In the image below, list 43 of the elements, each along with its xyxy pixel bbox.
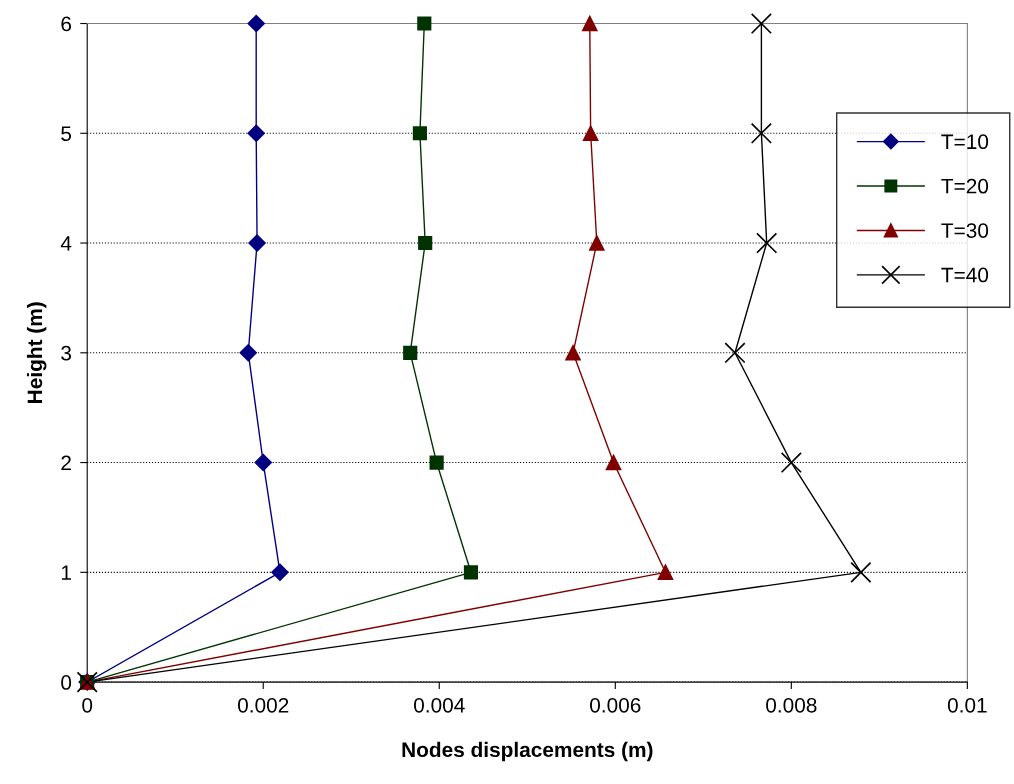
- point: [271, 563, 289, 582]
- y-tick-label: 6: [61, 16, 72, 32]
- x-tick-label: 0.004: [414, 697, 465, 713]
- point: [780, 452, 802, 474]
- point: [418, 235, 433, 251]
- point: [750, 122, 772, 144]
- point: [605, 454, 622, 471]
- legend-label: T=10: [941, 134, 989, 150]
- point: [403, 345, 418, 360]
- point: [247, 14, 265, 33]
- x-tick-label: 0.01: [947, 697, 987, 713]
- x-tick-label: 0.002: [237, 697, 289, 713]
- point: [412, 126, 427, 141]
- x-tick-label: 0: [82, 697, 93, 713]
- point: [248, 234, 266, 252]
- x-tick-label: 0.008: [766, 697, 817, 713]
- y-tick-label: 1: [61, 565, 71, 580]
- point: [589, 235, 605, 251]
- y-tick-label: 5: [61, 126, 72, 142]
- y-tick-label: 2: [61, 455, 71, 471]
- y-axis-title: Height (m): [26, 302, 47, 403]
- point: [239, 344, 257, 362]
- point: [657, 564, 674, 581]
- y-tick-label: 4: [60, 236, 72, 251]
- point: [429, 455, 444, 470]
- point: [850, 561, 872, 583]
- x-axis-title: Nodes displacements (m): [402, 741, 653, 762]
- point: [581, 15, 598, 32]
- legend-label: T=40: [941, 267, 989, 283]
- point: [463, 565, 479, 580]
- point: [756, 232, 778, 254]
- point: [724, 342, 746, 364]
- legend-label: T=30: [941, 223, 989, 238]
- x-tick-label: 0.006: [590, 697, 641, 713]
- y-tick-label: 0: [61, 675, 72, 690]
- point: [565, 345, 581, 361]
- y-tick-label: 3: [61, 345, 72, 361]
- point: [247, 124, 265, 142]
- point: [417, 16, 432, 31]
- point: [254, 453, 272, 472]
- point: [582, 125, 599, 142]
- legend-label: T=20: [941, 178, 989, 194]
- point: [750, 12, 772, 35]
